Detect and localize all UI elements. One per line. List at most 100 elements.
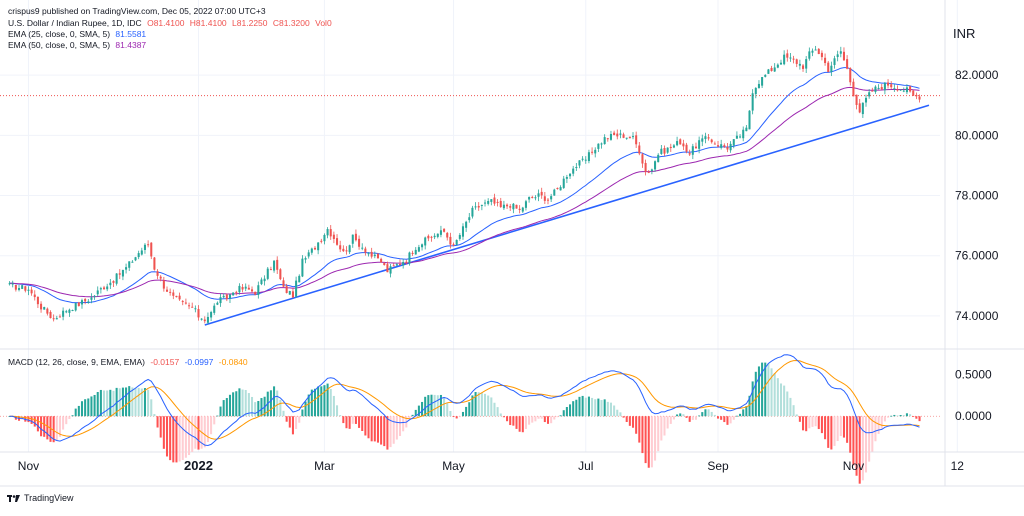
- axis-layer: 74.0000 76.0000 78.0000 80.0000 82.0000 0.500…: [18, 68, 999, 473]
- macd-histogram-bar: [153, 414, 156, 417]
- candle-body: [364, 248, 367, 253]
- candle: [805, 56, 808, 74]
- macd-histogram-bar: [534, 416, 537, 422]
- candle-body: [241, 287, 244, 290]
- candle: [471, 205, 474, 219]
- candle-body: [165, 289, 169, 292]
- candle-body: [830, 65, 833, 72]
- candle: [716, 140, 720, 148]
- macd-histogram-bar: [389, 416, 392, 448]
- candle-body: [235, 291, 238, 293]
- candle: [273, 260, 276, 273]
- macd-histogram-bar: [336, 405, 339, 417]
- ohlc-volume: Vol0: [315, 18, 332, 28]
- candle-body: [52, 318, 55, 320]
- candle-body: [742, 129, 745, 139]
- macd-histogram-bar: [669, 416, 672, 424]
- candle-body: [345, 250, 348, 252]
- candle: [213, 303, 216, 315]
- macd-histogram-bar: [704, 409, 707, 417]
- macd-histogram-bar: [830, 416, 833, 450]
- macd-histogram-bar: [364, 416, 367, 436]
- macd-histogram-bar: [282, 410, 285, 417]
- candle: [852, 78, 855, 97]
- candle-body: [77, 302, 80, 306]
- macd-histogram-bar: [842, 416, 845, 438]
- candle: [874, 85, 877, 94]
- candle-body: [351, 234, 354, 244]
- candle: [660, 145, 663, 155]
- candle-body: [225, 294, 228, 300]
- candle-body: [317, 242, 320, 251]
- time-axis-label: May: [442, 459, 465, 473]
- candle-body: [266, 268, 269, 279]
- candle-body: [112, 281, 115, 283]
- candle: [483, 199, 487, 207]
- candle: [814, 45, 817, 51]
- macd-histogram-bar: [106, 390, 109, 417]
- candle: [99, 286, 102, 294]
- candle-body: [244, 286, 247, 289]
- candle-body: [713, 143, 716, 145]
- macd-histogram-bar: [84, 399, 87, 417]
- macd-histogram-bar: [638, 416, 641, 443]
- macd-histogram-bar: [40, 416, 43, 437]
- macd-histogram-bar: [225, 398, 228, 417]
- candle-body: [468, 217, 471, 221]
- macd-histogram-bar: [269, 390, 272, 417]
- candle: [345, 246, 348, 255]
- macd-histogram-bar: [392, 416, 395, 444]
- candle: [118, 269, 121, 280]
- candle-body: [210, 312, 213, 318]
- candle: [723, 143, 726, 148]
- candle: [452, 242, 455, 247]
- candle-body: [644, 162, 647, 172]
- macd-histogram-bar: [52, 416, 55, 443]
- macd-histogram-bar: [487, 395, 490, 417]
- candle: [106, 283, 109, 292]
- candle: [159, 275, 162, 282]
- candle-body: [726, 147, 729, 150]
- macd-line: [9, 354, 920, 447]
- macd-histogram-bar: [247, 393, 250, 417]
- candle: [691, 143, 694, 160]
- candle-body: [669, 146, 672, 149]
- candle-body: [232, 292, 235, 296]
- tradingview-logo[interactable]: TradingView: [7, 493, 74, 503]
- candle-body: [858, 103, 861, 113]
- candle-body: [320, 240, 323, 242]
- candle-body: [427, 235, 430, 239]
- candle-body: [676, 141, 679, 146]
- candle-body: [257, 285, 260, 295]
- candle: [644, 159, 647, 176]
- candle-body: [732, 139, 735, 146]
- macd-histogram-bar: [128, 386, 131, 417]
- candle-body: [647, 171, 650, 173]
- macd-histogram-bar: [915, 416, 918, 419]
- candle: [622, 132, 625, 139]
- candle: [546, 197, 550, 205]
- candle: [326, 227, 329, 239]
- candle: [754, 87, 757, 99]
- candle: [354, 229, 357, 242]
- candle: [761, 76, 764, 88]
- macd-histogram-bar: [528, 416, 531, 425]
- candle: [820, 50, 823, 61]
- macd-histogram-bar: [852, 416, 855, 466]
- candle-body: [820, 52, 823, 58]
- candle: [17, 284, 21, 292]
- candle-body: [103, 287, 106, 290]
- candle-body: [304, 258, 307, 260]
- macd-histogram-bar: [307, 394, 310, 417]
- candle-body: [496, 201, 499, 203]
- macd-histogram-bar: [628, 416, 631, 426]
- ema50-row: EMA (50, close, 0, SMA, 5) 81.4387: [8, 40, 149, 50]
- candle: [811, 48, 814, 57]
- candle: [313, 246, 317, 251]
- macd-histogram-bar: [817, 416, 820, 430]
- macd-histogram-bar: [329, 388, 332, 417]
- candle-body: [827, 62, 830, 72]
- candle: [896, 85, 899, 92]
- macd-histogram-bar: [650, 416, 653, 468]
